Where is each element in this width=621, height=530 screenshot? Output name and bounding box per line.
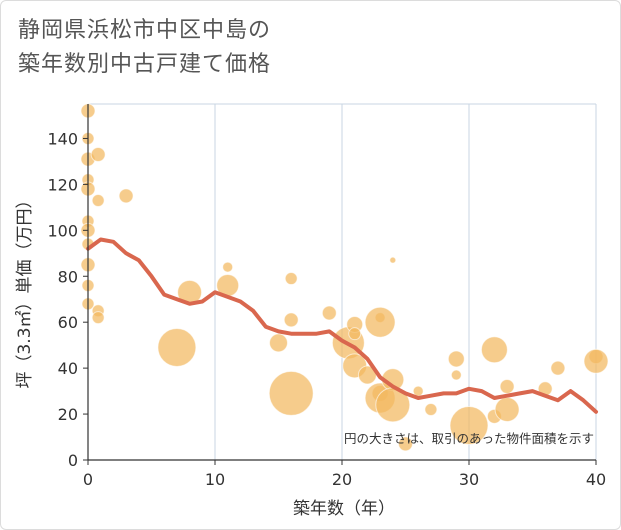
bubble-45	[499, 379, 515, 395]
bubble-37	[398, 436, 413, 452]
bubble-11	[90, 147, 106, 163]
bubble-41	[450, 369, 462, 381]
bubble-20	[269, 333, 288, 353]
bubble-14	[91, 311, 105, 325]
bubble-22	[283, 312, 299, 328]
x-tick-label-40: 40	[586, 470, 606, 489]
bubble-12	[91, 193, 105, 207]
y-tick-label-140: 140	[47, 129, 78, 148]
bubble-46	[494, 396, 520, 422]
y-tick-label-0: 0	[68, 451, 78, 470]
bubble-27	[348, 327, 362, 341]
chart-title: 静岡県浜松市中区中島の 築年数別中古戸建て価格	[18, 14, 438, 82]
bubble-39	[424, 402, 438, 416]
bubble-layer	[80, 103, 609, 452]
bubble-23	[268, 370, 314, 416]
bubble-31	[364, 306, 396, 338]
bubble-42	[449, 406, 489, 446]
bubble-40	[447, 350, 465, 368]
y-tick-label-20: 20	[58, 405, 78, 424]
x-tick-label-0: 0	[83, 470, 93, 489]
chart-title-line-1: 静岡県浜松市中区中島の	[18, 18, 272, 43]
y-tick-label-60: 60	[58, 313, 78, 332]
bubble-18	[222, 261, 234, 273]
x-tick-label-30: 30	[459, 470, 479, 489]
bubble-16	[157, 327, 197, 367]
x-tick-label-20: 20	[332, 470, 352, 489]
bubble-38	[412, 385, 424, 397]
x-axis-label: 築年数（年）	[293, 499, 395, 519]
y-tick-label-40: 40	[58, 359, 78, 378]
grid	[88, 103, 597, 460]
y-axis-label: 坪（3.3㎡）単価（万円）	[15, 191, 35, 388]
bubble-48	[550, 360, 566, 376]
x-tick-label-10: 10	[205, 470, 225, 489]
y-tick-label-120: 120	[47, 175, 78, 194]
y-tick-label-100: 100	[47, 221, 78, 240]
bubble-size-note: 円の大きさは、取引のあった物件面積を示す	[344, 431, 594, 446]
bubble-50	[583, 348, 609, 374]
bubble-21	[284, 272, 298, 286]
bubble-24	[321, 305, 337, 321]
bubble-34	[389, 256, 397, 264]
average-line-layer	[86, 237, 598, 414]
chart-title-line-2: 築年数別中古戸建て価格	[18, 52, 272, 77]
bubble-43	[480, 336, 508, 364]
axes: 0 20 40 60 80 100 120 140 0 10 20 30 40	[47, 104, 606, 489]
y-tick-label-80: 80	[58, 267, 78, 286]
bubble-15	[118, 188, 134, 204]
average-price-line-0	[86, 237, 598, 414]
